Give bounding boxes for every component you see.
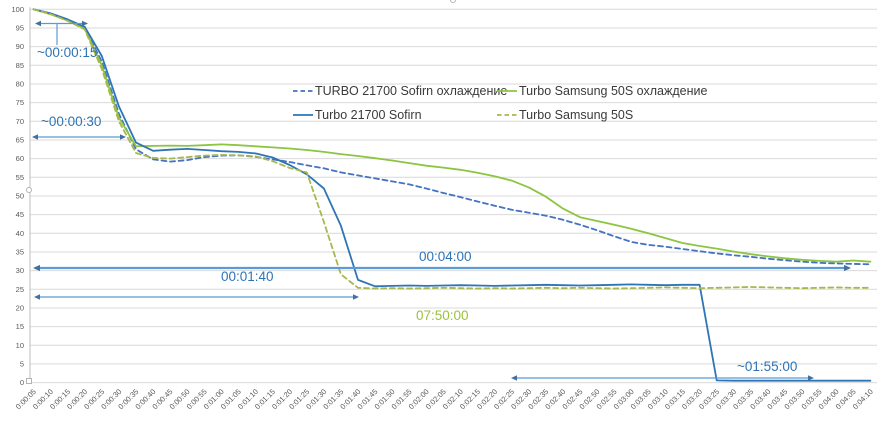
arrow-head-right-icon [808,375,814,381]
arrow-head-right-icon [844,264,851,272]
arrow-head-left-icon [33,264,40,272]
y-tick-label: 30 [16,266,24,275]
annotation-label-t-00-01-40[interactable]: 00:01:40 [221,269,274,284]
legend-item-label: Turbo 21700 Sofirn [315,108,422,122]
annotation-label-t-00-00-30[interactable]: ~00:00:30 [41,114,102,129]
y-tick-label: 15 [16,322,24,331]
y-tick-label: 90 [16,42,24,51]
y-tick-label: 60 [16,154,24,163]
series-line-2[interactable] [32,8,872,382]
y-tick-label: 45 [16,210,24,219]
annotation-label-t-00-00-15[interactable]: ~00:00:15 [37,45,98,60]
legend-item-label: Turbo Samsung 50S охлаждение [519,84,708,98]
annotation-label-t-00-04-00[interactable]: 00:04:00 [419,249,472,264]
y-tick-label: 35 [16,247,24,256]
y-tick-label: 85 [16,61,24,70]
y-tick-label: 10 [16,341,24,350]
arrow-head-right-icon [353,294,359,300]
series-line-1[interactable] [32,8,872,263]
y-tick-label: 20 [16,303,24,312]
legend-item-label: Turbo Samsung 50S [519,108,634,122]
legend-item-label: TURBO 21700 Sofirn охлаждение [315,84,508,98]
legend-item-1[interactable]: Turbo Samsung 50S охлаждение [497,84,707,98]
arrow-head-left-icon [34,294,40,300]
arrow-head-right-icon [82,20,88,27]
series-line-3[interactable] [32,8,872,290]
plot-area-top-handle[interactable] [450,0,456,3]
arrow-head-right-icon [120,134,126,140]
y-axis-labels: 0 5 10 15 20 25 30 35 40 45 50 55 60 65 70 75 80 85 90 95 10… [11,5,24,387]
y-tick-label: 75 [16,98,24,107]
arrow-head-left-icon [32,134,38,140]
plot-area-left-handle[interactable] [26,187,32,193]
y-tick-label: 95 [16,23,24,32]
y-tick-label: 0 [20,378,24,387]
gridlines [30,8,877,384]
annotation-arrows [32,20,851,381]
legend-line-sample-icon [497,90,517,92]
y-tick-label: 100 [11,5,24,14]
y-tick-label: 65 [16,135,24,144]
legend-line-sample-icon [497,114,517,116]
plot-area-bottom-left-handle[interactable] [26,378,32,384]
arrow-head-left-icon [35,20,41,27]
annotation-label-t-07-50-00[interactable]: 07:50:00 [416,308,469,323]
x-axis-labels: 0:00:050:00:100:00:150:00:200:00:250:00:… [14,387,875,411]
legend-item-2[interactable]: Turbo 21700 Sofirn [293,108,422,122]
y-tick-label: 40 [16,229,24,238]
y-tick-label: 50 [16,191,24,200]
y-tick-label: 25 [16,285,24,294]
legend-line-sample-icon [293,90,313,92]
legend-item-3[interactable]: Turbo Samsung 50S [497,108,633,122]
series-line-0[interactable] [32,8,872,266]
y-tick-label: 80 [16,79,24,88]
legend-item-0[interactable]: TURBO 21700 Sofirn охлаждение [293,84,507,98]
legend-line-sample-icon [293,114,313,116]
y-tick-label: 55 [16,173,24,182]
annotation-label-t-01-55-00[interactable]: ~01:55:00 [737,359,798,374]
y-tick-label: 5 [20,359,24,368]
arrow-head-left-icon [511,375,517,381]
y-tick-label: 70 [16,117,24,126]
